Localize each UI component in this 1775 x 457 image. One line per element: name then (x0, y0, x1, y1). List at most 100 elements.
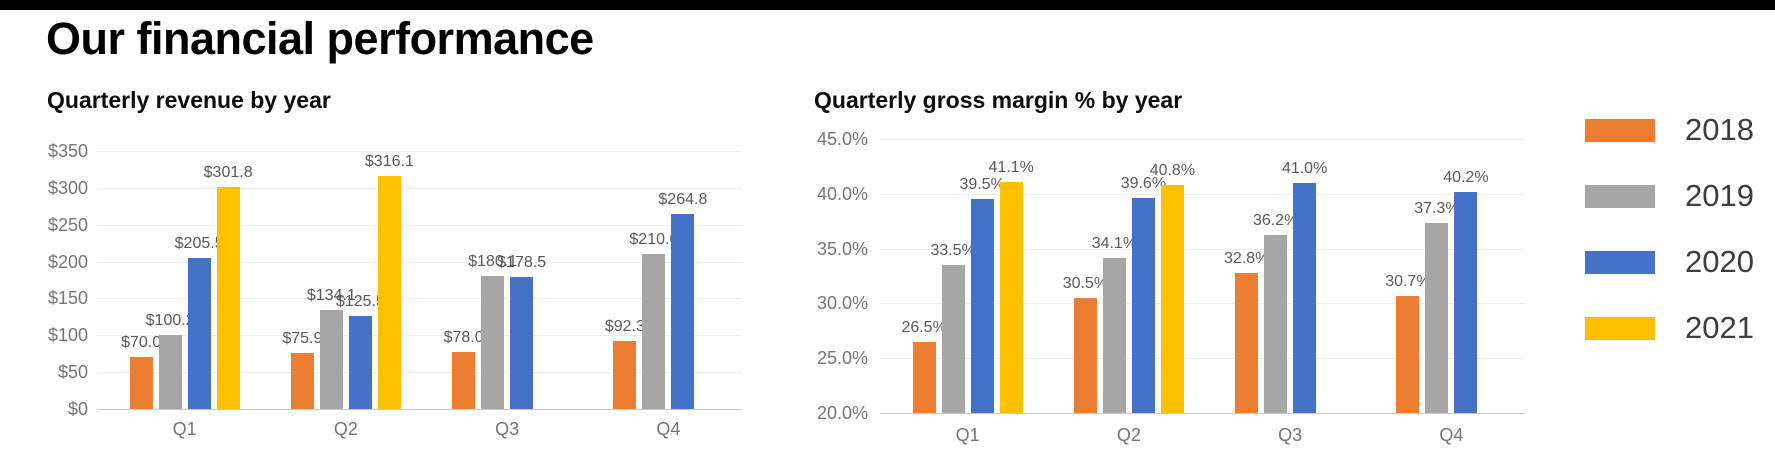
bar-2018-q2 (290, 353, 314, 409)
legend-swatch-2021 (1585, 316, 1655, 340)
bar-slot: 40.2% (1443, 139, 1489, 413)
bar-value-label: $70.0 (121, 334, 162, 351)
x-axis-label-q1: Q1 (172, 419, 197, 439)
y-axis-tick-label: 20.0% (816, 403, 868, 423)
legend-label: 2021 (1685, 310, 1754, 345)
bar-slot: $205.5 (175, 151, 224, 409)
bar-slot: $92.3 (605, 151, 645, 409)
x-axis-label-q2: Q2 (1116, 425, 1141, 445)
x-axis-label-q4: Q4 (1439, 425, 1464, 445)
bar-group-q3: 32.8% 36.2% 41.0% (1224, 139, 1345, 413)
bar-2020-q2 (348, 316, 372, 409)
x-axis-label-q4: Q4 (656, 419, 681, 439)
bar-slot: 39.5% (959, 139, 1005, 413)
bar-slot: $178.5 (497, 151, 546, 409)
bar-2018-q1 (912, 342, 936, 413)
bar-slot: $210.0 (629, 151, 678, 409)
y-axis-tick-label: $50 (57, 362, 88, 383)
bar-value-label: 26.5% (901, 319, 947, 336)
bar-2018-q3 (452, 352, 476, 409)
bar-value-label: 34.1% (1091, 235, 1138, 252)
bar-slot: $134.1 (307, 151, 356, 409)
bar-slot: 36.2% (1253, 139, 1298, 413)
bar-2020-q2 (1131, 198, 1155, 413)
gridline (97, 151, 742, 152)
y-axis-tick-label: 45.0% (816, 129, 868, 149)
bar-slot (539, 151, 562, 409)
bar-2020-q1 (187, 258, 211, 409)
gridline (880, 303, 1525, 305)
bar-2020-q4 (671, 214, 695, 409)
bar-2019-q1 (941, 265, 965, 413)
y-axis-tick-label: $150 (47, 288, 88, 309)
bar-2019-q4 (1425, 223, 1449, 413)
bar-slot: 26.5% (901, 139, 947, 413)
bar-2019-q2 (1102, 258, 1126, 413)
bar-2021-q1 (999, 182, 1023, 413)
bar-2018-q4 (1396, 296, 1420, 413)
bar-group-q4: 30.7% 37.3% 40.2% (1385, 139, 1506, 413)
bar-value-label: $316.1 (364, 153, 414, 170)
bar-2020-q3 (510, 277, 534, 409)
bar-value-label: 30.5% (1062, 275, 1109, 292)
bar-2020-q1 (970, 199, 994, 413)
bar-value-label: $75.9 (282, 330, 323, 347)
bar-value-label: 30.7% (1385, 273, 1431, 290)
bar-value-label: 40.8% (1149, 162, 1196, 179)
legend-label: 2018 (1685, 112, 1754, 147)
bar-slot: 30.7% (1385, 139, 1431, 413)
x-axis-label-q3: Q3 (495, 419, 520, 439)
bar-slot: $125.5 (336, 151, 385, 409)
bar-slot: 39.6% (1121, 139, 1166, 413)
bar-slot: 34.1% (1092, 139, 1137, 413)
x-axis-label-q1: Q1 (955, 425, 980, 445)
bar-value-label: 39.5% (959, 176, 1005, 193)
bar-group-q1: $70.0 $100.2 $205.5 $301.8 (121, 151, 253, 409)
bar-2020-q4 (1454, 192, 1478, 413)
gridline (97, 409, 742, 410)
bar-value-label: $125.5 (335, 293, 385, 310)
bar-value-label: $301.8 (203, 164, 253, 181)
bar-group-q2: 30.5% 34.1% 39.6% 40.8% (1063, 139, 1195, 413)
gridline (97, 224, 742, 226)
bar-slot: $70.0 (121, 151, 161, 409)
bar-2019-q3 (1264, 235, 1288, 413)
bar-slot (1322, 139, 1345, 413)
y-axis-tick-label: $350 (47, 141, 88, 161)
revenue-chart-title: Quarterly revenue by year (47, 87, 331, 113)
bar-slot: $78.0 (444, 151, 484, 409)
bar-2020-q3 (1293, 183, 1317, 413)
bar-slot: $264.8 (658, 151, 707, 409)
bar-value-label: 41.0% (1281, 160, 1328, 177)
y-axis-tick-label: 35.0% (816, 238, 868, 259)
bar-slot: 40.8% (1150, 139, 1195, 413)
bar-slot: $301.8 (204, 151, 253, 409)
gridline (97, 261, 742, 263)
bar-2019-q1 (158, 335, 182, 409)
gridline (880, 193, 1525, 195)
bar-2021-q2 (377, 176, 401, 409)
bar-value-label: 39.6% (1120, 175, 1167, 192)
bar-slot: $316.1 (365, 151, 414, 409)
bar-value-label: 33.5% (930, 242, 976, 259)
bar-slot: 33.5% (930, 139, 976, 413)
y-axis-tick-label: $0 (67, 399, 88, 419)
top-edge-bar (0, 0, 1775, 10)
y-axis-tick-label: 30.0% (816, 293, 868, 314)
bar-slot: 41.1% (988, 139, 1034, 413)
gridline (97, 335, 742, 337)
bar-2018-q2 (1073, 298, 1097, 413)
gridline (880, 358, 1525, 360)
y-axis-tick-label: 25.0% (816, 348, 868, 369)
bar-2018-q4 (613, 341, 637, 409)
bar-value-label: 41.1% (988, 159, 1034, 176)
y-axis-tick-label: $100 (47, 325, 88, 346)
bar-value-label: $180.1 (468, 253, 518, 270)
bar-2021-q2 (1160, 185, 1184, 413)
gridline (97, 372, 742, 374)
bar-2019-q4 (642, 254, 666, 409)
gross-margin-chart-title: Quarterly gross margin % by year (814, 87, 1183, 113)
y-axis-tick-label: $200 (47, 251, 88, 272)
bar-group-q3: $78.0 $180.1 $178.5 (444, 151, 562, 409)
